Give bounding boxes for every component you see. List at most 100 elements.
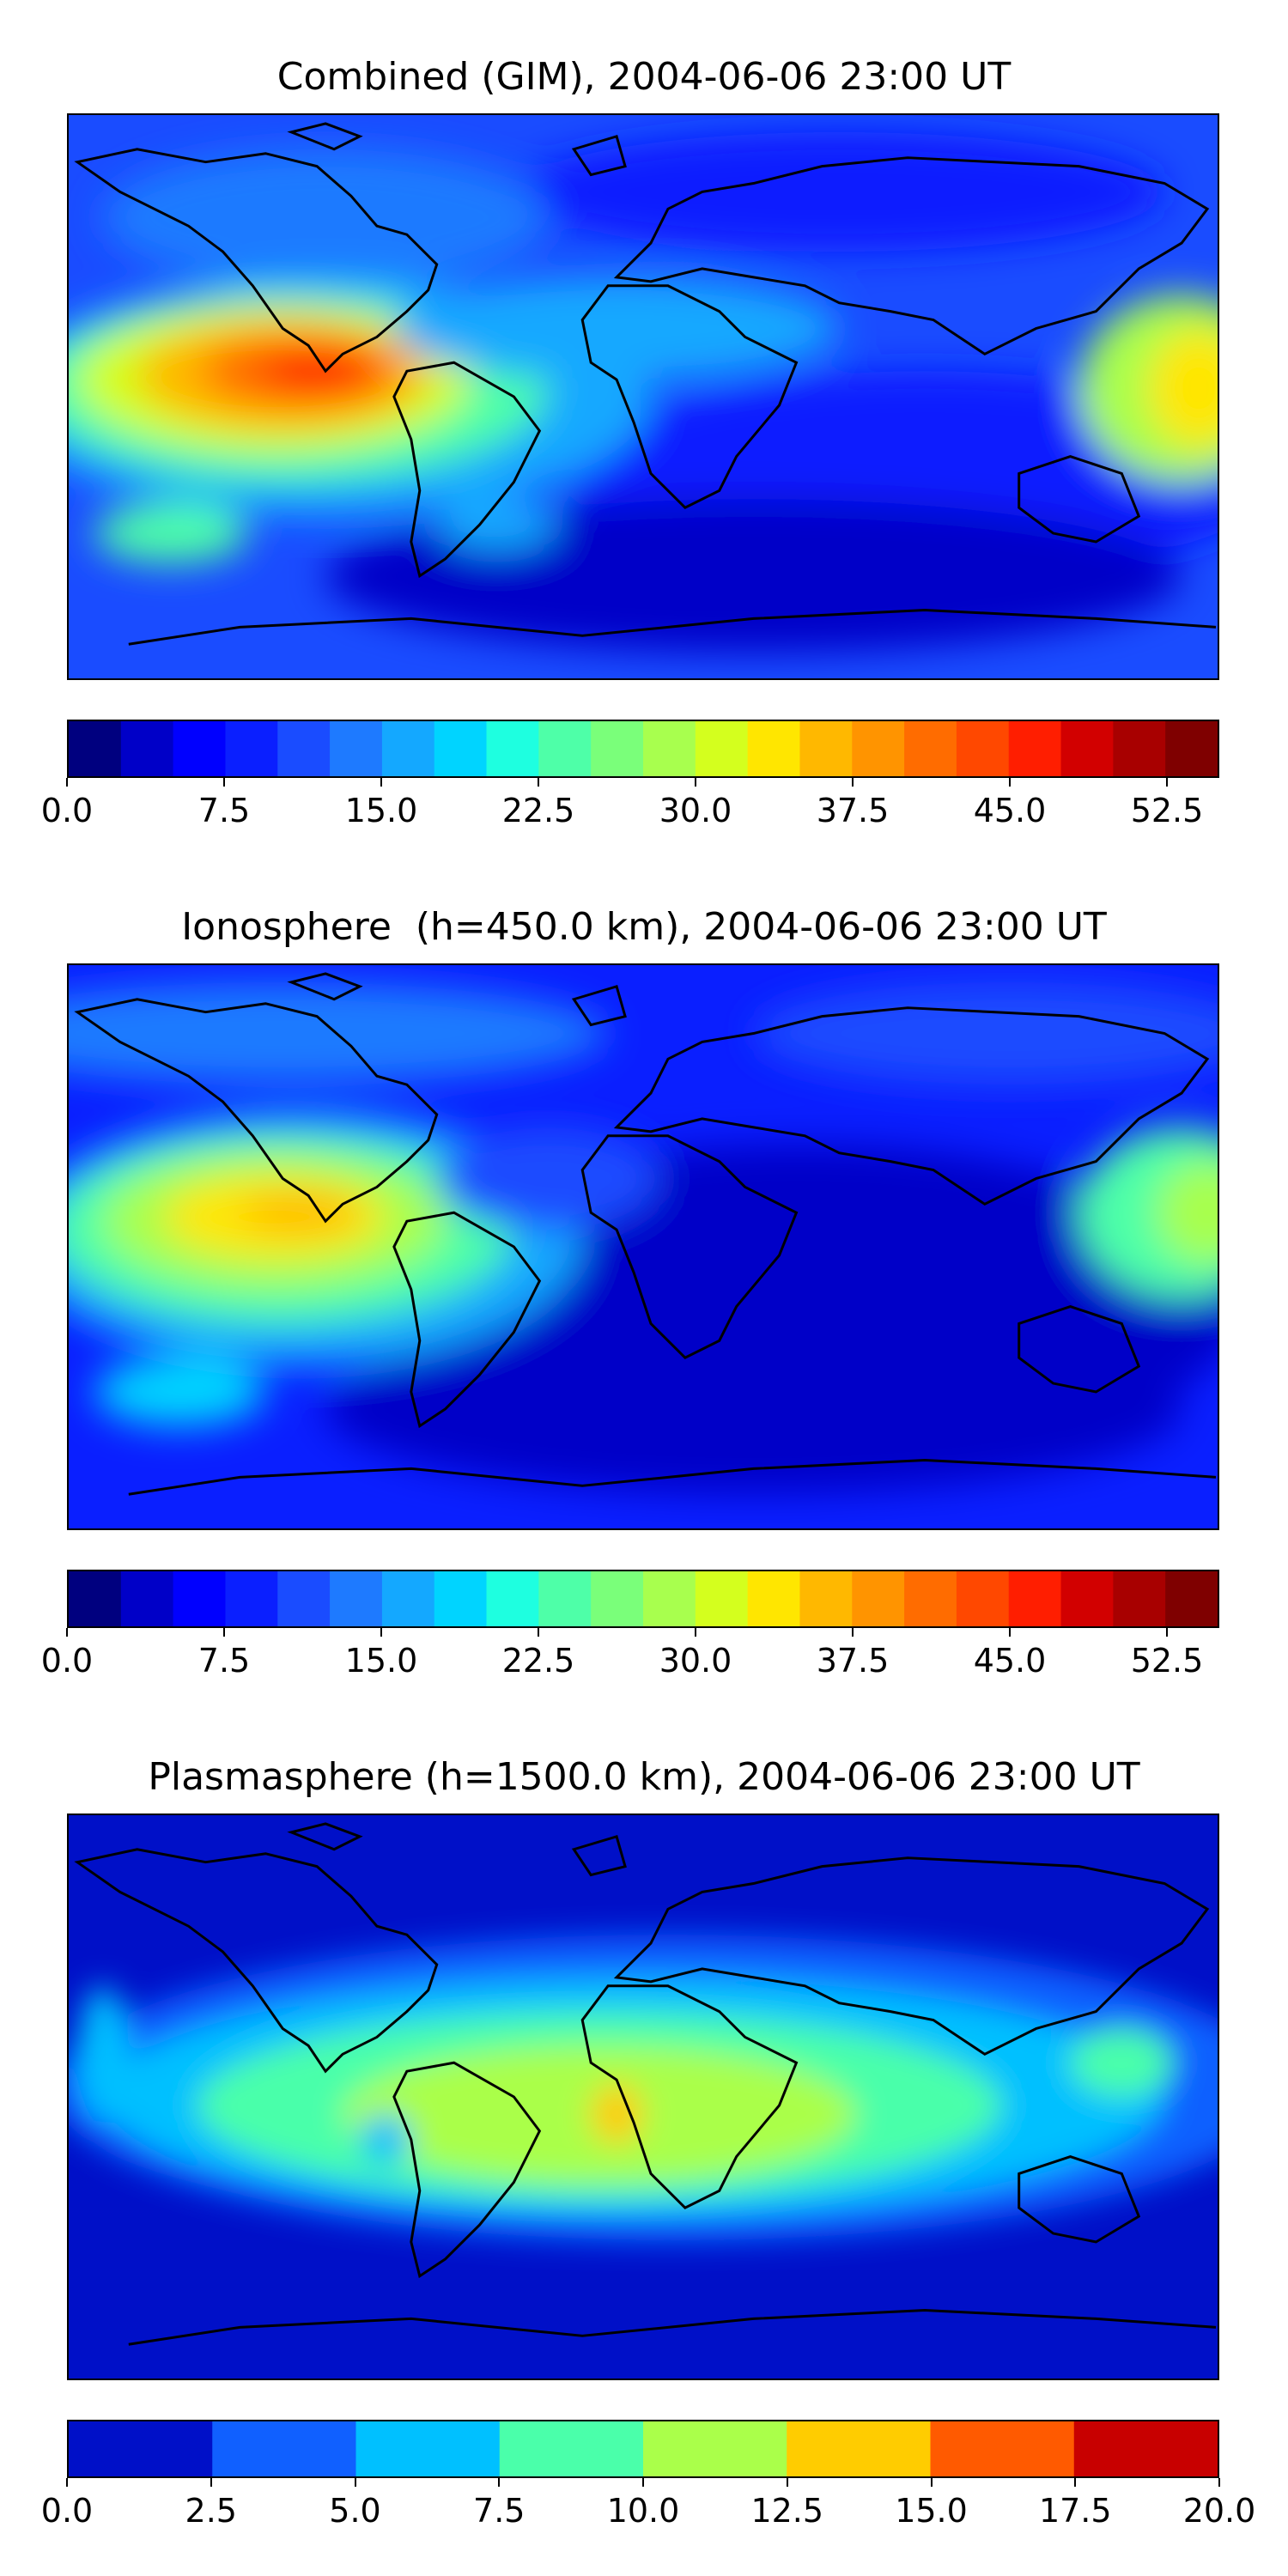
colorbar-tick-mark xyxy=(66,778,68,787)
colorbar-segment xyxy=(69,1571,122,1626)
colorbar-segment xyxy=(695,721,749,776)
colorbar-segment xyxy=(956,1571,1010,1626)
colorbar-tick-mark xyxy=(1074,2478,1077,2487)
colorbar-tick-mark xyxy=(1009,1628,1011,1637)
colorbar-segment xyxy=(1113,1571,1166,1626)
colorbar-tick-label: 52.5 xyxy=(1130,1642,1204,1680)
colorbar-segment xyxy=(173,721,227,776)
colorbar-segment xyxy=(787,2421,932,2476)
colorbar-segment xyxy=(1008,721,1062,776)
colorbar-segment xyxy=(591,721,644,776)
colorbar-segment xyxy=(591,1571,644,1626)
colorbar-segment xyxy=(1165,1571,1218,1626)
colorbar-tick-label: 7.5 xyxy=(197,1642,251,1680)
colorbar-tick-label: 7.5 xyxy=(197,792,251,829)
colorbar-segment xyxy=(225,1571,278,1626)
colorbar-tick-label: 12.5 xyxy=(750,2492,824,2530)
colorbar-segment xyxy=(1073,2421,1218,2476)
colorbar-segment xyxy=(904,1571,957,1626)
colorbar-tick-label: 30.0 xyxy=(659,1642,732,1680)
colorbar-segment xyxy=(120,721,174,776)
colorbar-ticks: 0.0 7.5 15.0 22.5 30.0 37.5 45.0 52.5 xyxy=(41,1628,1219,1680)
colorbar-segment xyxy=(643,1571,696,1626)
colorbar-segment xyxy=(538,721,592,776)
colorbar-segment xyxy=(499,2421,644,2476)
colorbar-segment xyxy=(695,1571,749,1626)
colorbar-segment xyxy=(747,1571,801,1626)
colorbar-segment xyxy=(330,1571,383,1626)
colorbar-tick-label: 7.5 xyxy=(473,2492,526,2530)
colorbar-segment xyxy=(538,1571,592,1626)
colorbar-tick-label: 0.0 xyxy=(40,1642,94,1680)
colorbar-segment xyxy=(852,1571,905,1626)
colorbar-tick-mark xyxy=(930,2478,933,2487)
colorbar-tick-mark xyxy=(380,778,382,787)
colorbar-tick-label: 20.0 xyxy=(1182,2492,1256,2530)
colorbar-ticks: 0.0 2.5 5.0 7.5 10.0 12.5 15.0 17.5 20.0 xyxy=(41,2478,1255,2530)
colorbar-segment xyxy=(120,1571,174,1626)
colorbar-combined xyxy=(67,720,1219,778)
colorbar-segment xyxy=(277,1571,331,1626)
colorbar-segment xyxy=(930,2421,1075,2476)
colorbar-tick-mark xyxy=(642,2478,644,2487)
colorbar-tick-mark xyxy=(786,2478,788,2487)
colorbar-segment xyxy=(643,2421,787,2476)
colorbar-tick-mark xyxy=(66,1628,68,1637)
colorbar-segment xyxy=(1008,1571,1062,1626)
colorbar-segment xyxy=(486,1571,539,1626)
colorbar-tick-mark xyxy=(210,2478,212,2487)
colorbar-tick-mark xyxy=(223,1628,225,1637)
colorbar-segment xyxy=(381,721,435,776)
colorbar-tick-mark xyxy=(498,2478,501,2487)
colorbar-tick-mark xyxy=(1166,778,1168,787)
colorbar-tick-mark xyxy=(538,1628,539,1637)
colorbar-segment xyxy=(799,1571,853,1626)
colorbar-segment xyxy=(904,721,957,776)
colorbar-tick-mark xyxy=(354,2478,356,2487)
colorbar-tick-label: 37.5 xyxy=(816,1642,890,1680)
colorbar-segment xyxy=(643,721,696,776)
colorbar-segment xyxy=(225,721,278,776)
colorbar-tick-label: 52.5 xyxy=(1130,792,1204,829)
colorbar-tick-mark xyxy=(852,1628,854,1637)
colorbar-tick-label: 45.0 xyxy=(973,792,1047,829)
colorbar-tick-mark xyxy=(1166,1628,1168,1637)
colorbar-tick-label: 15.0 xyxy=(344,792,418,829)
colorbar-ionosphere xyxy=(67,1570,1219,1628)
colorbar-segment xyxy=(434,1571,488,1626)
colorbar-segment xyxy=(212,2421,357,2476)
colorbar-tick-mark xyxy=(380,1628,382,1637)
colorbar-segment xyxy=(1060,1571,1114,1626)
colorbar-tick-label: 2.5 xyxy=(185,2492,237,2530)
colorbar-segment xyxy=(434,721,488,776)
colorbar-tick-label: 15.0 xyxy=(895,2492,968,2530)
colorbar-tick-label: 17.5 xyxy=(1038,2492,1112,2530)
colorbar-tick-mark xyxy=(1009,778,1011,787)
colorbar-segment xyxy=(747,721,801,776)
colorbar-segment xyxy=(1165,721,1218,776)
panel-title: Combined (GIM), 2004-06-06 23:00 UT xyxy=(276,55,1012,99)
colorbar-tick-label: 45.0 xyxy=(973,1642,1047,1680)
colorbar-segment xyxy=(173,1571,227,1626)
colorbar-segment xyxy=(956,721,1010,776)
colorbar-segment xyxy=(486,721,539,776)
colorbar-tick-mark xyxy=(66,2478,68,2487)
colorbar-tick-mark xyxy=(852,778,854,787)
colorbar-segment xyxy=(852,721,905,776)
colorbar-tick-label: 37.5 xyxy=(816,792,890,829)
colorbar-segment xyxy=(69,721,122,776)
colorbar-tick-label: 30.0 xyxy=(659,792,732,829)
panel-title: Plasmasphere (h=1500.0 km), 2004-06-06 2… xyxy=(148,1755,1140,1799)
map-combined-gim xyxy=(67,113,1219,680)
colorbar-tick-label: 5.0 xyxy=(329,2492,381,2530)
colorbar-tick-mark xyxy=(1218,2478,1220,2487)
colorbar-tick-mark xyxy=(223,778,225,787)
colorbar-tick-mark xyxy=(695,1628,696,1637)
colorbar-ticks: 0.0 7.5 15.0 22.5 30.0 37.5 45.0 52.5 xyxy=(41,778,1219,829)
colorbar-tick-mark xyxy=(695,778,696,787)
colorbar-segment xyxy=(799,721,853,776)
colorbar-tick-label: 0.0 xyxy=(40,2492,94,2530)
colorbar-segment xyxy=(330,721,383,776)
colorbar-tick-label: 22.5 xyxy=(501,792,575,829)
colorbar-segment xyxy=(69,2421,213,2476)
